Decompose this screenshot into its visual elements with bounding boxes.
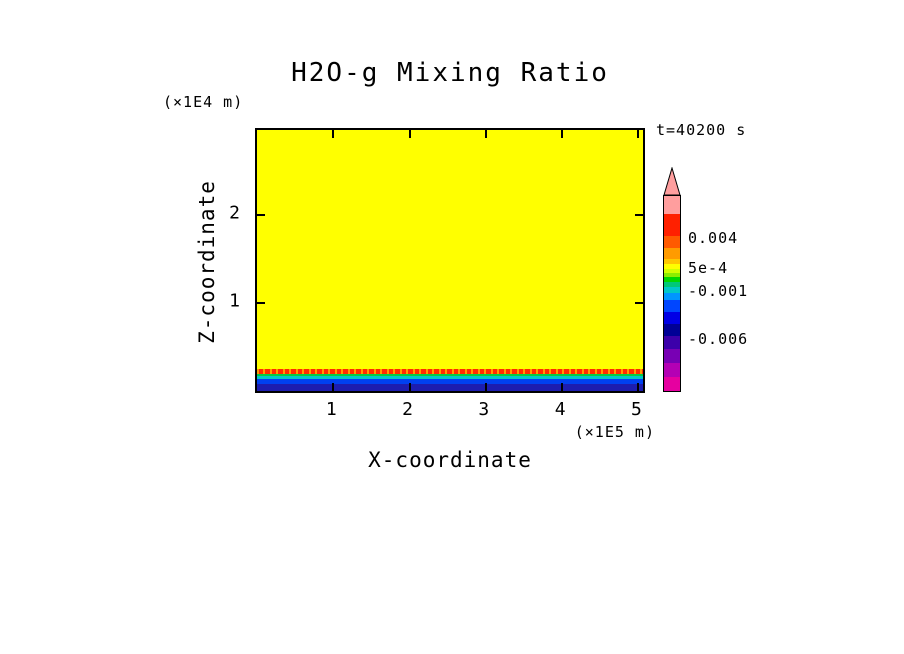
y-tick	[635, 213, 643, 216]
colorbar-tick-label: 0.004	[688, 228, 739, 247]
x-tick-label: 5	[630, 399, 642, 420]
x-tick	[484, 130, 487, 138]
field-band-blue-layer	[257, 378, 643, 384]
x-tick	[408, 130, 411, 138]
colorbar-segment	[664, 264, 680, 269]
colorbar-segment	[664, 293, 680, 300]
x-axis-tick-labels: 1 2 3 4 5	[255, 399, 645, 421]
colorbar-segment	[664, 336, 680, 349]
colorbar-segment	[664, 269, 680, 273]
field-band-cyan-layer	[257, 376, 643, 379]
y-tick	[635, 301, 643, 304]
y-axis-unit: (×1E4 m)	[163, 93, 244, 111]
y-tick	[257, 213, 265, 216]
chart-title: H2O-g Mixing Ratio	[291, 58, 609, 88]
x-tick	[637, 130, 640, 138]
x-tick-label: 4	[554, 399, 566, 420]
x-tick	[561, 130, 564, 138]
y-tick	[257, 301, 265, 304]
field-band-maximum-red-noisy	[257, 368, 643, 375]
colorbar-segment	[664, 349, 680, 363]
colorbar-segment	[664, 248, 680, 259]
colorbar-segment	[664, 236, 680, 248]
colorbar-tick-label: -0.001	[688, 281, 749, 300]
colorbar-segment	[664, 282, 680, 287]
x-tick	[484, 383, 487, 391]
colorbar-segment	[664, 214, 680, 236]
colorbar-tick-label: -0.006	[688, 330, 749, 349]
colorbar-segment	[664, 312, 680, 324]
colorbar-tick-label: 5e-4	[688, 259, 729, 278]
x-tick	[332, 383, 335, 391]
colorbar-segment	[664, 259, 680, 264]
colorbar-arrow-icon	[663, 167, 681, 195]
colorbar-segment	[664, 273, 680, 277]
x-tick	[332, 130, 335, 138]
x-tick-label: 3	[478, 399, 490, 420]
colorbar	[663, 167, 681, 392]
colorbar-labels: 0.004 5e-4 -0.001 -0.006	[688, 195, 768, 390]
y-tick-label: 1	[229, 290, 240, 312]
x-tick	[408, 383, 411, 391]
x-tick	[637, 383, 640, 391]
x-tick	[561, 383, 564, 391]
x-axis-label: X-coordinate	[368, 448, 532, 472]
field-band-interior-yellow	[257, 130, 643, 369]
colorbar-segment	[664, 363, 680, 377]
colorbar-segment	[664, 287, 680, 293]
colorbar-segment	[664, 377, 680, 391]
colorbar-segment	[664, 196, 680, 214]
colorbar-segment	[664, 324, 680, 336]
colorbar-segment	[664, 300, 680, 312]
x-axis-unit: (×1E5 m)	[574, 423, 655, 441]
y-tick-label: 2	[229, 202, 240, 224]
field-band-surface-navy-layer	[257, 383, 643, 391]
time-annotation: t=40200 s	[656, 121, 747, 139]
field-band-green-layer	[257, 374, 643, 377]
x-tick-label: 1	[325, 399, 337, 420]
colorbar-segments	[663, 195, 681, 392]
x-tick-label: 2	[402, 399, 413, 420]
plot-area	[255, 128, 645, 393]
colorbar-segment	[664, 277, 680, 282]
